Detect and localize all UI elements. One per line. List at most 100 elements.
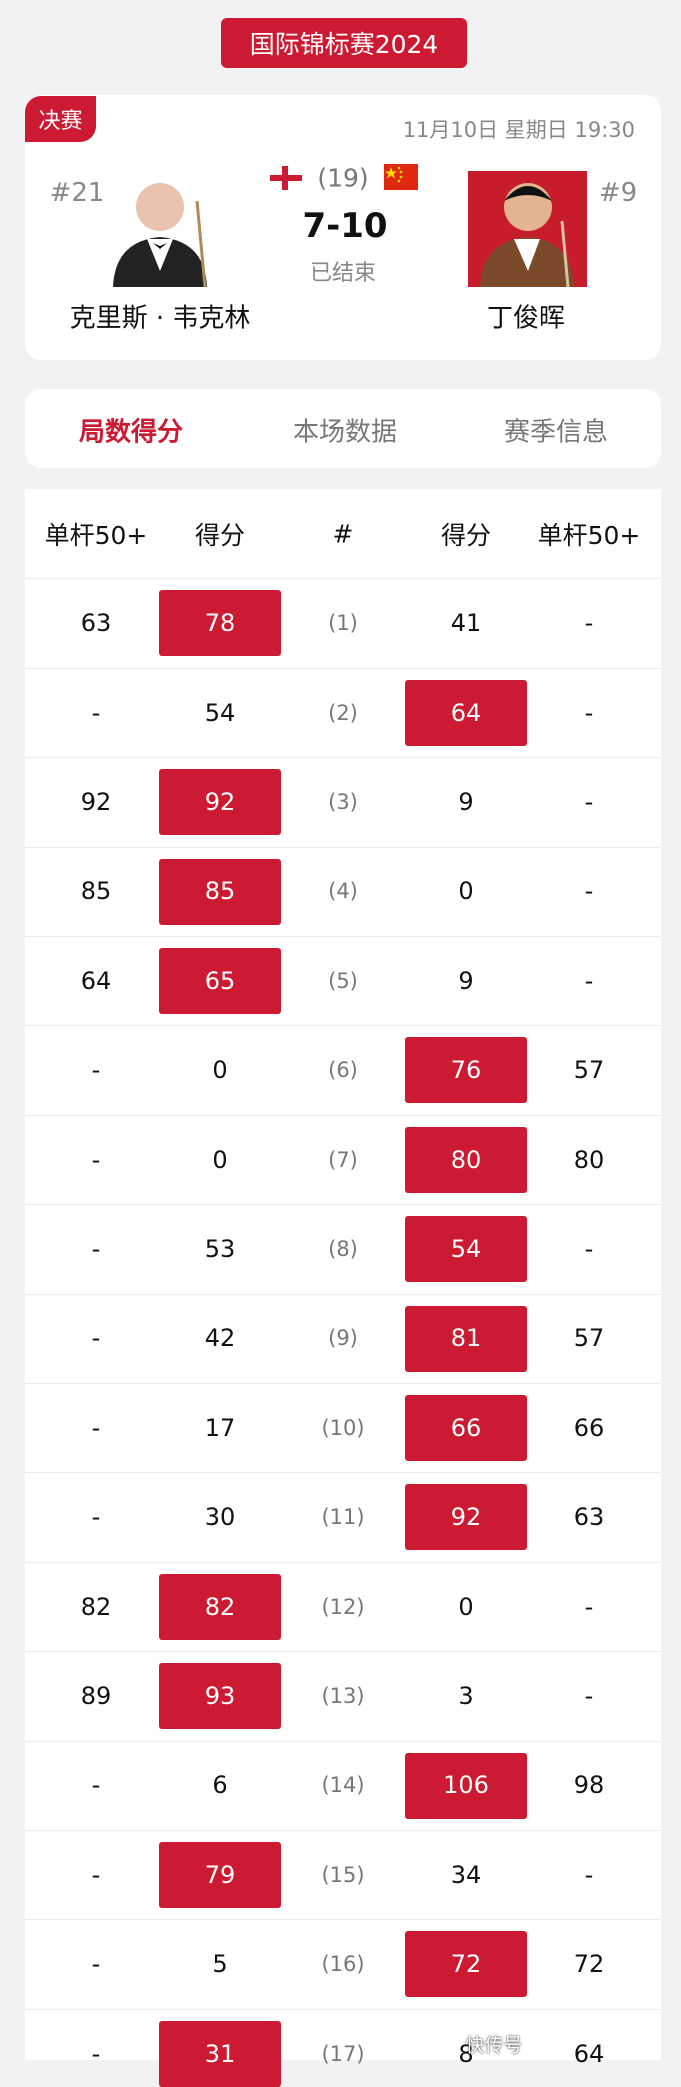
frame-number: (16) [321, 1952, 365, 1977]
winner-highlight [405, 1752, 527, 1819]
stage: 决赛 [38, 109, 83, 134]
match-status: 已结束 [309, 261, 377, 286]
cell: 57 [573, 1056, 605, 1085]
winner-highlight [159, 948, 281, 1014]
header-cell: # [332, 519, 354, 549]
cell: 89 [80, 1681, 112, 1710]
cell: 106 [443, 1771, 489, 1800]
cell: 64 [80, 966, 112, 995]
cell: 34 [450, 1860, 482, 1889]
tabs [25, 389, 661, 468]
cell: - [91, 1145, 101, 1174]
cell: - [584, 787, 594, 816]
header-cell: 单杆50+ [44, 520, 148, 550]
match-score: 7-10 [302, 206, 388, 246]
tab[interactable]: 本场数据 [292, 417, 398, 448]
row-separator [25, 1651, 661, 1653]
row-separator [25, 1561, 661, 1563]
cell: 78 [204, 609, 236, 638]
cell: 9 [458, 787, 474, 816]
frame-number: (8) [328, 1236, 358, 1261]
winner-highlight [405, 1484, 527, 1551]
winner-highlight [159, 858, 281, 925]
right-rank: #9 [598, 178, 638, 208]
england-flag [270, 166, 302, 190]
cell: - [584, 877, 594, 906]
cell: - [584, 698, 594, 727]
cell: 81 [450, 1324, 482, 1353]
row-separator [25, 1472, 661, 1474]
tab[interactable]: 局数得分 [78, 417, 184, 448]
cell: - [584, 966, 594, 995]
frame-number: (4) [328, 879, 358, 904]
cell: 0 [212, 1056, 228, 1085]
row-separator [25, 1830, 661, 1831]
frame-number: (2) [328, 700, 358, 725]
frame-number: (12) [321, 1594, 365, 1619]
cell: 63 [573, 1503, 605, 1532]
left-rank: #21 [49, 178, 105, 208]
right-name: 丁俊晖 [486, 303, 566, 334]
winner-highlight [159, 1842, 281, 1908]
stage-tag: 决赛 [25, 96, 96, 142]
cell: - [584, 1592, 594, 1621]
title: 国际锦标赛2024 [249, 30, 439, 59]
cell: - [91, 1413, 101, 1442]
cell: - [584, 609, 594, 638]
tab[interactable]: 赛季信息 [503, 417, 609, 448]
cell: - [91, 1324, 101, 1353]
cell: 17 [204, 1413, 236, 1442]
cell: 9 [458, 966, 474, 995]
cell: 93 [204, 1681, 236, 1710]
row-separator [25, 1919, 661, 1921]
winner-highlight [405, 1305, 527, 1372]
cell: 6 [212, 1771, 228, 1800]
row-separator [25, 936, 661, 937]
china-flag [384, 164, 418, 190]
frame-number: (11) [321, 1505, 365, 1530]
winner-highlight [405, 1216, 527, 1283]
cell: 66 [450, 1413, 482, 1442]
frame-number: (9) [328, 1326, 358, 1351]
score-table [25, 489, 661, 2060]
winner-highlight [405, 679, 527, 746]
cell: 79 [204, 1860, 236, 1889]
header-cell: 得分 [194, 520, 246, 550]
cell: - [584, 1681, 594, 1710]
cell: - [91, 1771, 101, 1800]
winner-highlight [405, 1931, 527, 1998]
cell: - [584, 1234, 594, 1263]
frame-number: (13) [321, 1683, 365, 1708]
row-separator [25, 1025, 661, 1027]
cell: - [91, 1056, 101, 1085]
cell: 92 [80, 787, 112, 816]
row-separator [25, 667, 661, 669]
cell: 85 [80, 877, 112, 906]
left-photo [105, 171, 215, 287]
right-photo [468, 171, 587, 287]
row-separator [25, 2008, 661, 2010]
cell: 5 [212, 1950, 228, 1979]
cell: 3 [458, 1681, 474, 1710]
cell: 31 [204, 2039, 236, 2068]
cell: 54 [450, 1234, 482, 1263]
cell: - [91, 2039, 101, 2068]
cell: 0 [458, 1592, 474, 1621]
cell: 63 [80, 609, 112, 638]
frame-number: (10) [321, 1415, 365, 1440]
cell: 80 [450, 1145, 482, 1174]
winner-highlight [159, 769, 281, 836]
row-separator [25, 1293, 661, 1295]
best-of: (19) [317, 163, 369, 193]
watermark: 快传号 [465, 2034, 523, 2057]
row-separator [25, 1114, 661, 1116]
frame-number: (3) [328, 789, 358, 814]
frame-number: (14) [321, 1773, 365, 1798]
winner-highlight [405, 1037, 527, 1104]
cell: 30 [204, 1503, 236, 1532]
cell: 0 [458, 877, 474, 906]
cell: 64 [450, 698, 482, 727]
cell: 0 [212, 1145, 228, 1174]
winner-highlight [159, 1663, 281, 1730]
header-cell: 得分 [440, 520, 492, 550]
